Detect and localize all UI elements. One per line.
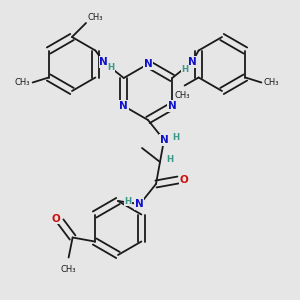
Text: H: H	[107, 64, 114, 73]
Text: CH₃: CH₃	[14, 78, 30, 87]
Text: N: N	[168, 101, 177, 111]
Text: H: H	[172, 134, 180, 142]
Text: O: O	[180, 175, 188, 185]
Text: H: H	[182, 64, 189, 74]
Text: N: N	[144, 59, 152, 69]
Text: CH₃: CH₃	[263, 78, 279, 87]
Text: H: H	[124, 196, 132, 206]
Text: N: N	[135, 199, 143, 209]
Text: CH₃: CH₃	[61, 266, 76, 274]
Text: H: H	[167, 155, 174, 164]
Text: N: N	[119, 101, 128, 111]
Text: CH₃: CH₃	[175, 91, 190, 100]
Text: N: N	[99, 57, 108, 67]
Text: CH₃: CH₃	[88, 14, 103, 22]
Text: O: O	[51, 214, 60, 224]
Text: N: N	[188, 57, 197, 67]
Text: N: N	[160, 135, 168, 145]
